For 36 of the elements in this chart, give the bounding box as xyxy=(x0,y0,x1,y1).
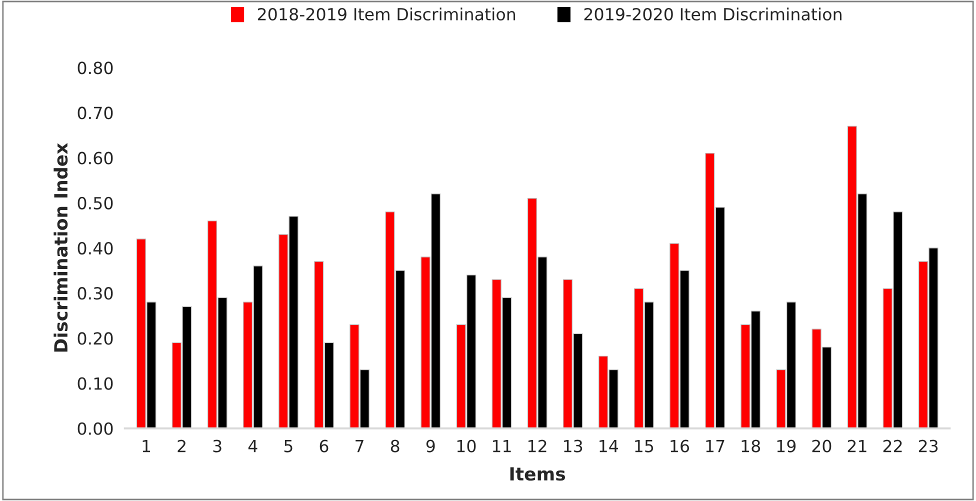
x-tick-label: 12 xyxy=(528,440,546,452)
x-tick-label: 15 xyxy=(635,440,654,452)
y-tick-label: 0.50 xyxy=(78,196,113,210)
y-tick-label: 0.00 xyxy=(78,422,113,435)
x-tick-label: 18 xyxy=(742,440,760,452)
x-tick-label: 9 xyxy=(426,440,435,452)
y-tick-label: 0.80 xyxy=(78,62,113,74)
y-tick-label: 0.40 xyxy=(78,242,113,255)
y-tick-label: 0.30 xyxy=(78,287,113,300)
x-tick-label: 6 xyxy=(320,440,328,452)
x-tick-label: 19 xyxy=(777,440,796,452)
x-tick-label: 1 xyxy=(142,440,150,452)
x-tick-label: 14 xyxy=(600,440,618,452)
x-axis-title: Items xyxy=(510,467,566,481)
y-tick-label: 0.70 xyxy=(78,106,113,120)
legend-label: 2019-2020 Item Discrimination xyxy=(584,8,842,21)
x-tick-label: 7 xyxy=(356,440,364,452)
x-tick-label: 11 xyxy=(492,440,511,452)
x-tick-label: 10 xyxy=(457,440,476,452)
x-tick-label: 8 xyxy=(390,440,400,452)
legend-label: 2018-2019 Item Discrimination xyxy=(258,8,516,21)
x-tick-label: 16 xyxy=(670,440,690,452)
x-tick-label: 17 xyxy=(706,440,724,452)
y-axis-title: Discrimination Index xyxy=(54,143,68,352)
x-tick-label: 22 xyxy=(883,440,902,452)
y-tick-label: 0.10 xyxy=(78,377,113,390)
x-tick-label: 5 xyxy=(284,440,292,452)
x-tick-label: 20 xyxy=(812,440,832,452)
x-tick-label: 3 xyxy=(213,440,222,452)
x-tick-label: 23 xyxy=(918,440,938,452)
x-tick-label: 13 xyxy=(564,440,582,452)
x-tick-label: 2 xyxy=(178,440,186,452)
x-tick-label: 21 xyxy=(848,440,866,452)
x-tick-label: 4 xyxy=(248,440,258,452)
y-tick-label: 0.60 xyxy=(78,152,113,164)
y-tick-label: 0.20 xyxy=(78,332,113,345)
